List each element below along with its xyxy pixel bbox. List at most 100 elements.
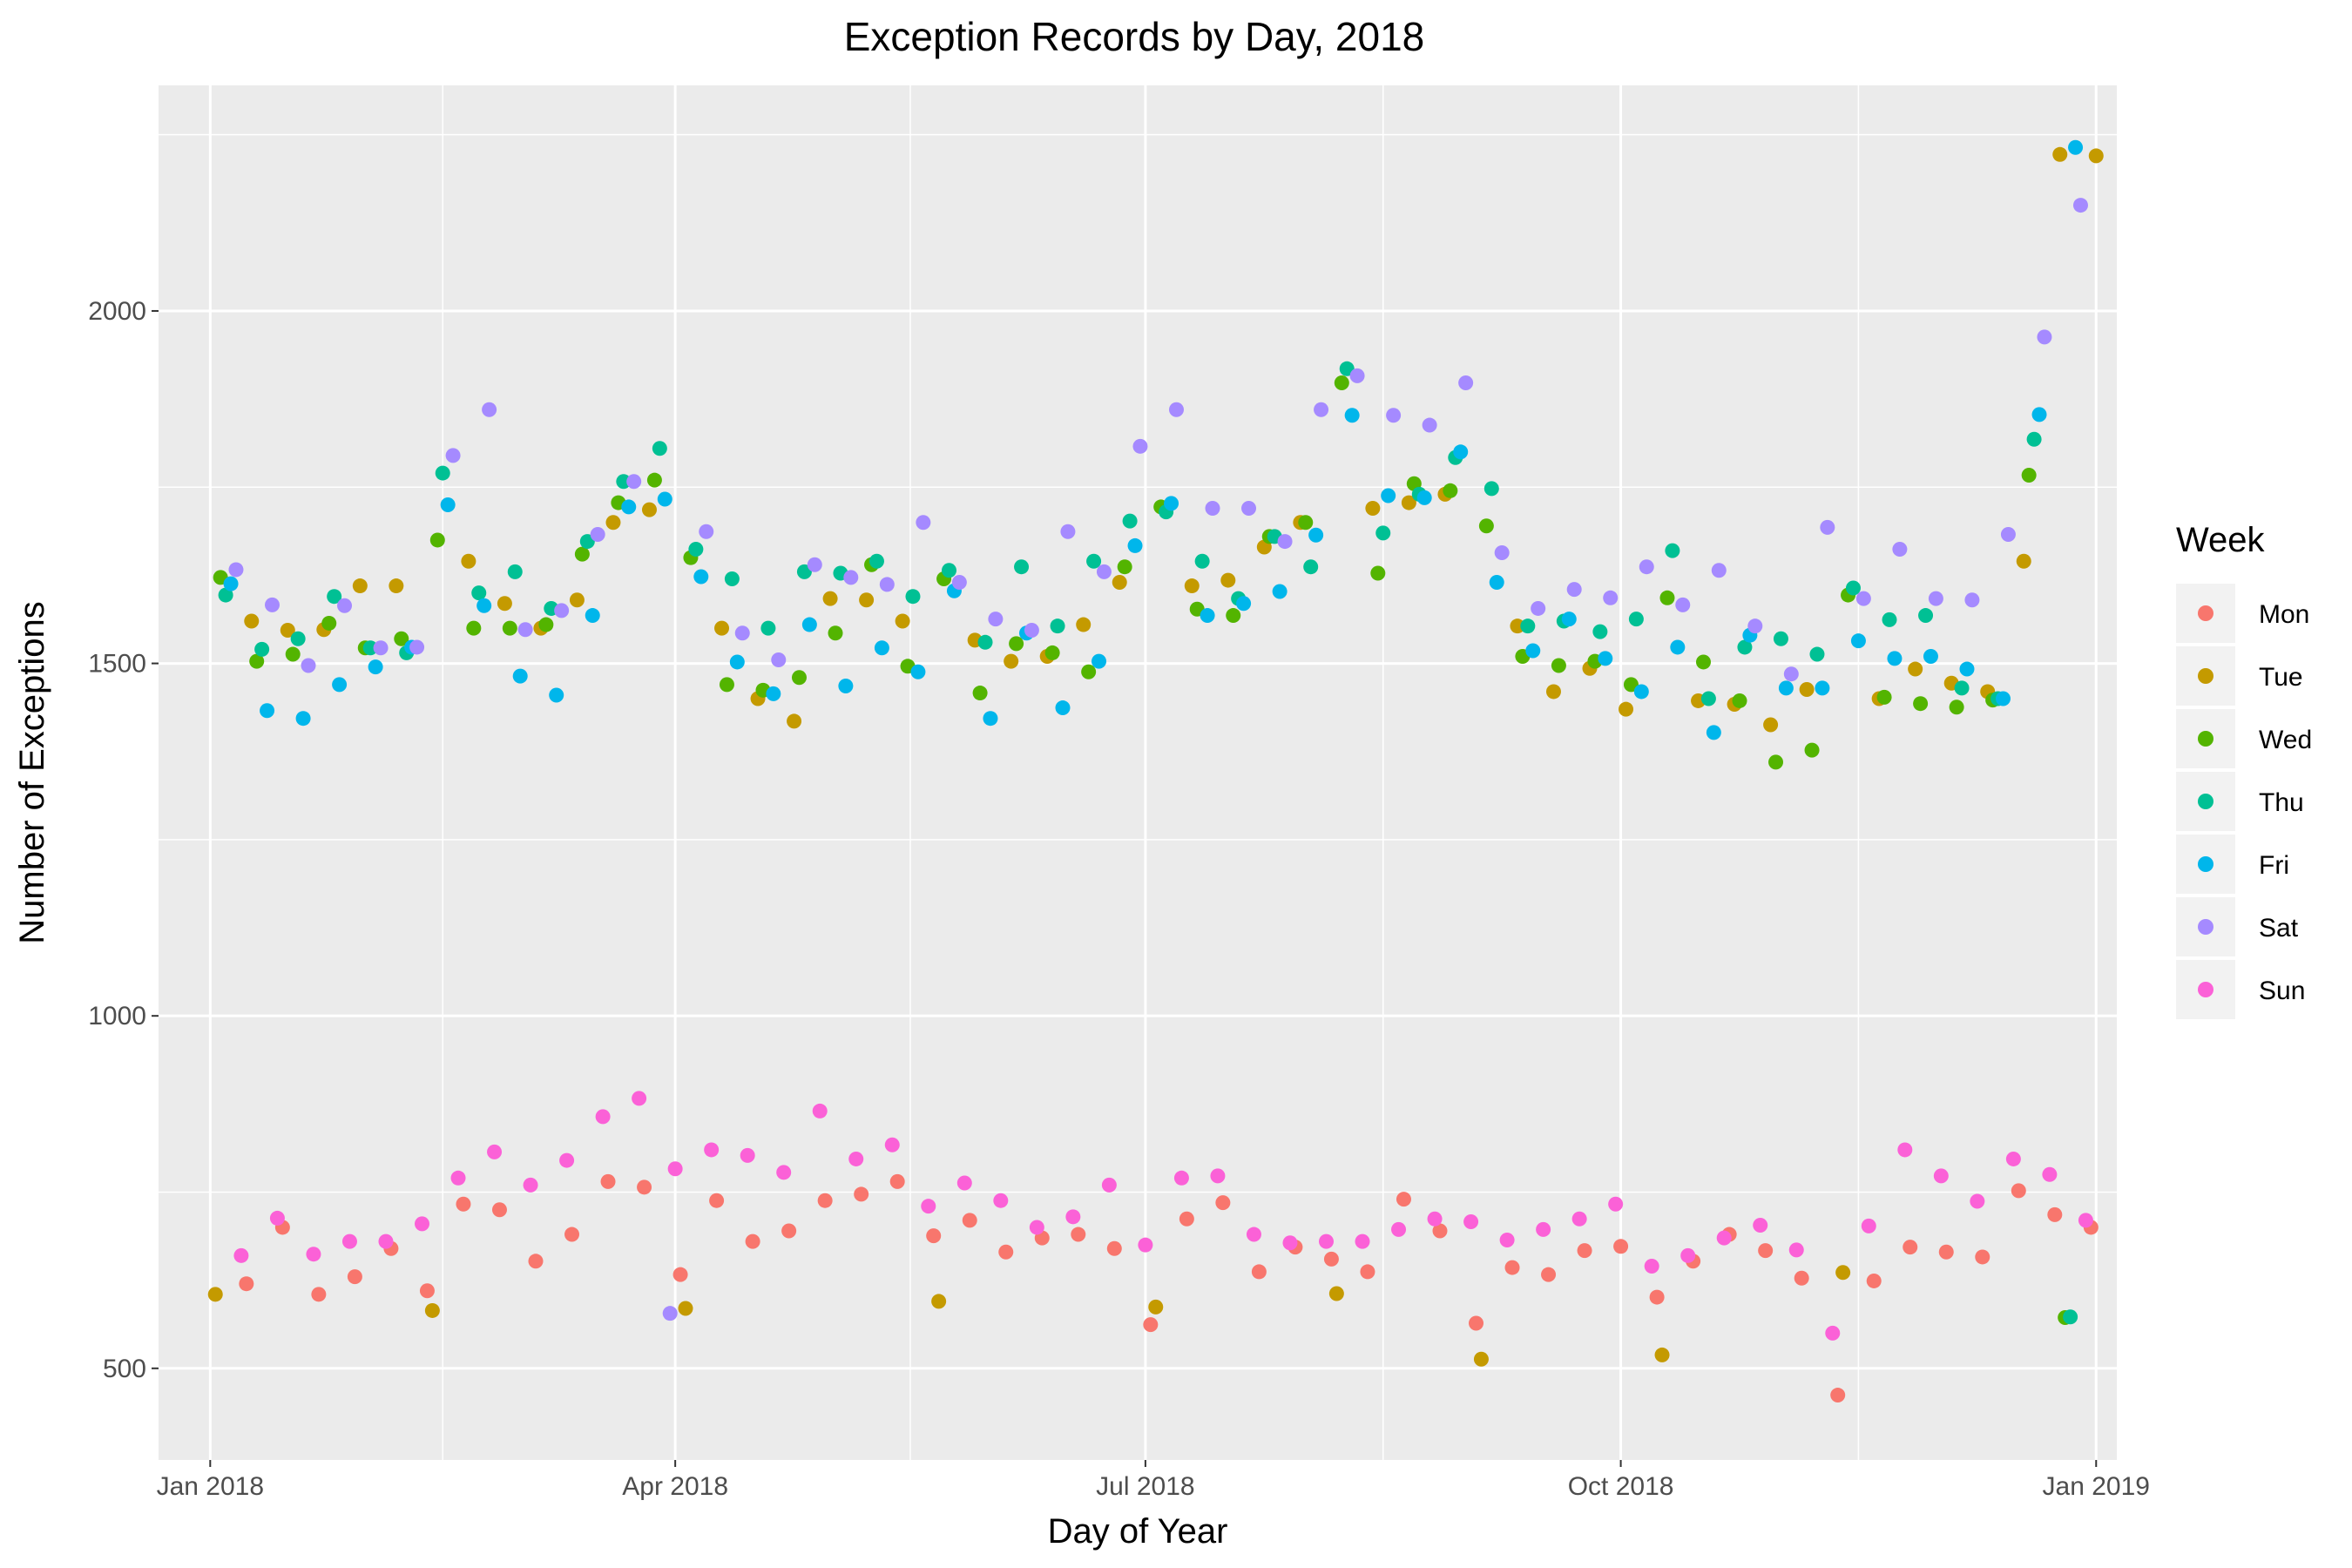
point-mon	[1106, 1240, 1122, 1256]
point-mon	[998, 1244, 1014, 1260]
point-wed	[538, 617, 554, 632]
legend: Week Mon Tue Wed Thu Fri Sat Sun	[2176, 521, 2312, 1019]
point-sun	[523, 1177, 538, 1193]
point-sat	[1855, 591, 1871, 606]
point-fri	[1706, 725, 1721, 740]
point-sat	[409, 639, 425, 655]
point-sun	[1355, 1233, 1370, 1249]
point-thu	[1809, 646, 1825, 662]
point-tue	[2088, 148, 2104, 164]
point-sat	[1566, 582, 1582, 598]
point-tue	[1763, 717, 1779, 733]
x-tick-label: Jul 2018	[1096, 1472, 1194, 1501]
point-fri	[1633, 684, 1649, 700]
point-thu	[1700, 691, 1716, 706]
point-mon	[1071, 1227, 1086, 1242]
point-sat	[1386, 408, 1402, 423]
point-fri	[1887, 651, 1903, 666]
point-thu	[327, 589, 342, 605]
point-sun	[993, 1193, 1009, 1208]
point-thu	[254, 641, 270, 657]
legend-label-fri: Fri	[2259, 851, 2289, 880]
point-mon	[1830, 1388, 1846, 1403]
point-wed	[1081, 664, 1097, 679]
point-mon	[672, 1267, 688, 1282]
legend-key-tue	[2198, 668, 2213, 684]
chart-title: Exception Records by Day, 2018	[844, 14, 1425, 59]
point-sun	[269, 1210, 285, 1226]
point-wed	[321, 615, 337, 631]
point-fri	[295, 711, 311, 727]
point-fri	[1525, 643, 1541, 659]
point-sat	[1892, 541, 1908, 557]
point-mon	[889, 1173, 905, 1189]
point-thu	[1628, 612, 1644, 627]
point-mon	[1215, 1195, 1231, 1211]
legend-label-tue: Tue	[2259, 663, 2303, 692]
point-thu	[435, 465, 450, 481]
point-fri	[476, 598, 492, 613]
point-wed	[1044, 645, 1060, 660]
point-sat	[1783, 666, 1799, 682]
point-thu	[616, 474, 632, 490]
legend-title: Week	[2176, 521, 2266, 559]
point-sat	[1024, 623, 1039, 639]
point-sat	[1314, 402, 1329, 417]
point-tue	[207, 1287, 223, 1302]
point-wed	[828, 625, 843, 641]
point-mon	[564, 1227, 580, 1242]
point-mon	[1794, 1270, 1809, 1286]
point-tue	[1365, 501, 1381, 517]
point-tue	[1473, 1351, 1489, 1367]
point-sun	[740, 1147, 755, 1163]
point-sat	[1349, 368, 1365, 383]
point-mon	[1360, 1264, 1375, 1280]
point-mon	[528, 1254, 544, 1269]
point-sat	[988, 612, 1004, 627]
point-fri	[657, 491, 672, 507]
point-thu	[1194, 553, 1210, 569]
point-tue	[389, 578, 404, 594]
point-fri	[332, 677, 348, 693]
point-thu	[760, 620, 776, 636]
point-wed	[429, 532, 445, 548]
point-thu	[1375, 525, 1391, 541]
point-thu	[1122, 513, 1138, 529]
point-sun	[2005, 1151, 2021, 1166]
point-sun	[776, 1165, 792, 1180]
point-sun	[848, 1151, 864, 1166]
point-sat	[482, 402, 497, 417]
point-sun	[595, 1109, 611, 1125]
point-wed	[249, 653, 265, 669]
point-sun	[884, 1137, 900, 1152]
point-mon	[1613, 1239, 1629, 1254]
point-fri	[1453, 444, 1469, 460]
point-mon	[1396, 1192, 1411, 1207]
point-wed	[1370, 565, 1386, 581]
point-thu	[977, 634, 993, 650]
point-wed	[1768, 754, 1784, 770]
point-fri	[1381, 488, 1396, 504]
x-tick-label: Apr 2018	[622, 1472, 728, 1501]
point-thu	[1086, 553, 1102, 569]
legend-key-mon	[2198, 605, 2213, 621]
x-tick-label: Jan 2018	[157, 1472, 264, 1501]
point-sat	[626, 474, 642, 490]
point-thu	[362, 640, 378, 656]
point-mon	[637, 1179, 652, 1195]
point-thu	[218, 587, 233, 603]
point-sun	[1536, 1221, 1551, 1237]
point-sat	[264, 597, 280, 612]
y-tick-label: 2000	[88, 297, 146, 326]
point-fri	[1489, 575, 1504, 591]
point-tue	[1510, 618, 1525, 634]
point-fri	[260, 703, 275, 719]
point-fri	[1236, 596, 1252, 612]
point-mon	[854, 1186, 869, 1202]
point-mon	[419, 1283, 435, 1299]
point-thu	[688, 541, 704, 557]
point-tue	[1076, 617, 1092, 632]
point-sat	[1132, 438, 1148, 454]
point-fri	[1598, 651, 1613, 666]
point-thu	[1918, 608, 1934, 624]
